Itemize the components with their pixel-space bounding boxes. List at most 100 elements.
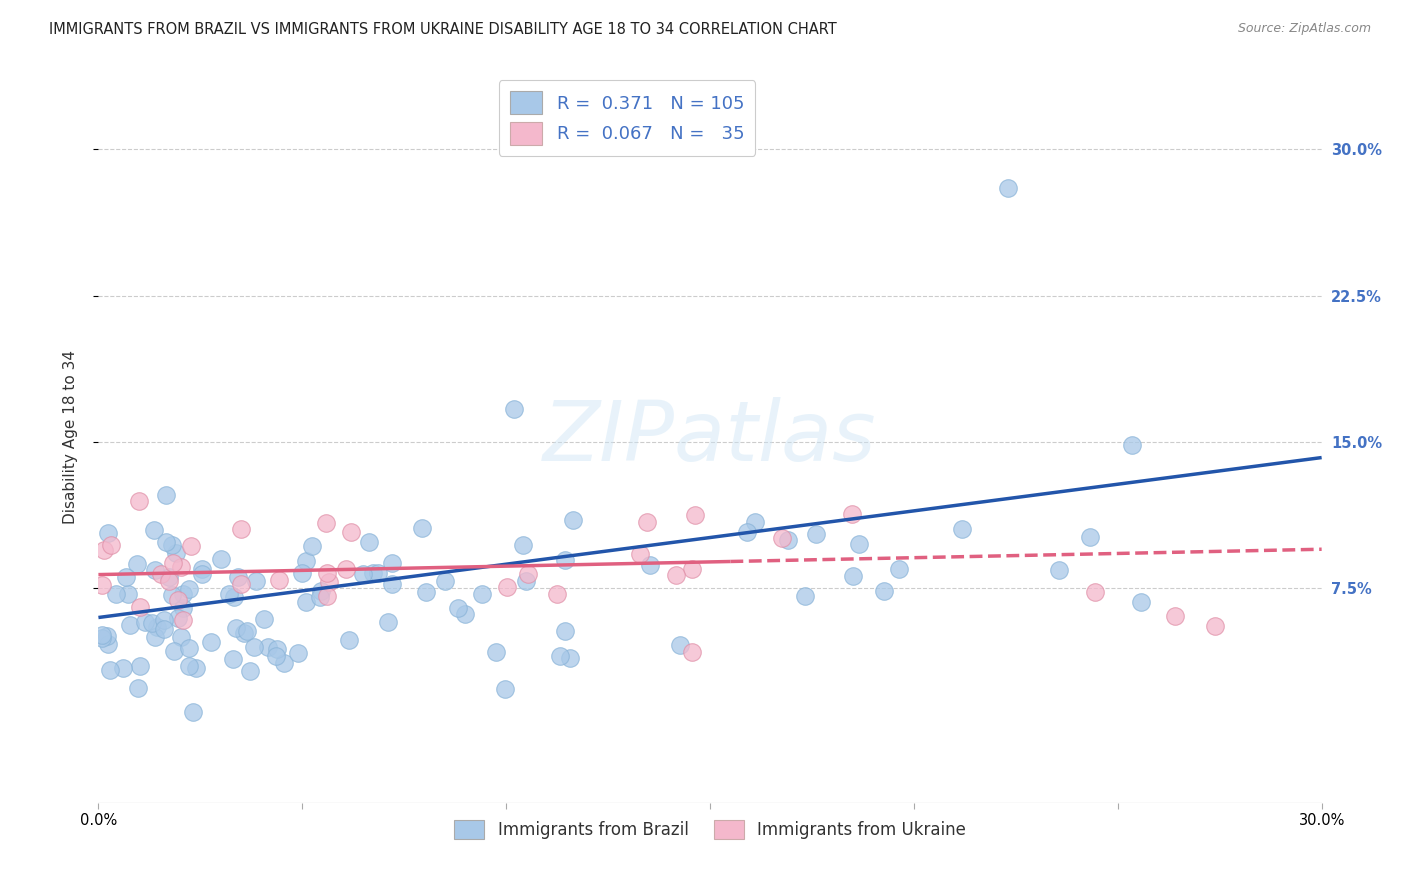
Point	[309, 590, 332, 604]
Point	[806, 527, 828, 541]
Point	[447, 600, 470, 615]
Point	[411, 520, 433, 534]
Point	[454, 607, 477, 621]
Point	[744, 515, 766, 529]
Point	[179, 658, 201, 673]
Point	[157, 574, 180, 588]
Point	[153, 622, 176, 636]
Point	[125, 557, 148, 571]
Point	[134, 615, 156, 629]
Point	[337, 632, 360, 647]
Point	[316, 566, 339, 580]
Point	[172, 600, 194, 615]
Point	[257, 640, 280, 654]
Point	[1121, 438, 1143, 452]
Point	[172, 587, 194, 601]
Point	[309, 583, 332, 598]
Point	[236, 624, 259, 638]
Point	[554, 553, 576, 567]
Point	[315, 516, 337, 531]
Point	[997, 181, 1019, 195]
Point	[149, 566, 172, 581]
Point	[155, 534, 177, 549]
Point	[273, 656, 295, 670]
Point	[231, 523, 253, 537]
Point	[269, 573, 291, 587]
Point	[367, 566, 389, 580]
Point	[111, 661, 134, 675]
Point	[225, 621, 247, 635]
Point	[1129, 595, 1152, 609]
Point	[218, 587, 240, 601]
Legend: Immigrants from Brazil, Immigrants from Ukraine: Immigrants from Brazil, Immigrants from …	[447, 814, 973, 846]
Point	[222, 651, 245, 665]
Point	[128, 493, 150, 508]
Point	[562, 513, 585, 527]
Point	[291, 566, 314, 581]
Point	[143, 524, 166, 538]
Point	[231, 577, 253, 591]
Point	[120, 618, 142, 632]
Point	[93, 543, 115, 558]
Point	[554, 624, 576, 639]
Point	[295, 595, 318, 609]
Point	[155, 488, 177, 502]
Point	[842, 569, 865, 583]
Point	[91, 631, 114, 645]
Point	[115, 570, 138, 584]
Point	[415, 585, 437, 599]
Point	[841, 507, 863, 521]
Point	[287, 646, 309, 660]
Point	[950, 522, 973, 536]
Point	[180, 539, 202, 553]
Point	[1084, 584, 1107, 599]
Point	[301, 539, 323, 553]
Point	[170, 560, 193, 574]
Point	[638, 558, 661, 572]
Point	[512, 538, 534, 552]
Point	[157, 570, 180, 584]
Point	[165, 546, 187, 560]
Point	[361, 566, 384, 580]
Point	[100, 538, 122, 552]
Point	[162, 556, 184, 570]
Point	[377, 615, 399, 630]
Point	[226, 570, 249, 584]
Point	[681, 645, 703, 659]
Point	[1204, 618, 1226, 632]
Point	[548, 648, 571, 663]
Point	[91, 628, 114, 642]
Point	[143, 563, 166, 577]
Point	[91, 578, 114, 592]
Point	[1047, 563, 1070, 577]
Point	[98, 663, 121, 677]
Point	[794, 589, 817, 603]
Text: IMMIGRANTS FROM BRAZIL VS IMMIGRANTS FROM UKRAINE DISABILITY AGE 18 TO 34 CORREL: IMMIGRANTS FROM BRAZIL VS IMMIGRANTS FRO…	[49, 22, 837, 37]
Point	[681, 562, 703, 576]
Point	[243, 640, 266, 654]
Point	[146, 620, 169, 634]
Point	[381, 577, 404, 591]
Point	[352, 567, 374, 582]
Point	[735, 524, 758, 539]
Point	[471, 587, 494, 601]
Point	[316, 589, 339, 603]
Point	[184, 661, 207, 675]
Point	[357, 535, 380, 549]
Point	[381, 557, 404, 571]
Point	[495, 580, 517, 594]
Point	[160, 588, 183, 602]
Point	[167, 593, 190, 607]
Text: Source: ZipAtlas.com: Source: ZipAtlas.com	[1237, 22, 1371, 36]
Point	[335, 562, 357, 576]
Point	[636, 515, 658, 529]
Point	[515, 574, 537, 588]
Point	[97, 526, 120, 541]
Point	[181, 706, 204, 720]
Point	[129, 658, 152, 673]
Point	[129, 600, 152, 615]
Point	[340, 524, 363, 539]
Point	[97, 637, 120, 651]
Point	[222, 591, 245, 605]
Point	[172, 613, 194, 627]
